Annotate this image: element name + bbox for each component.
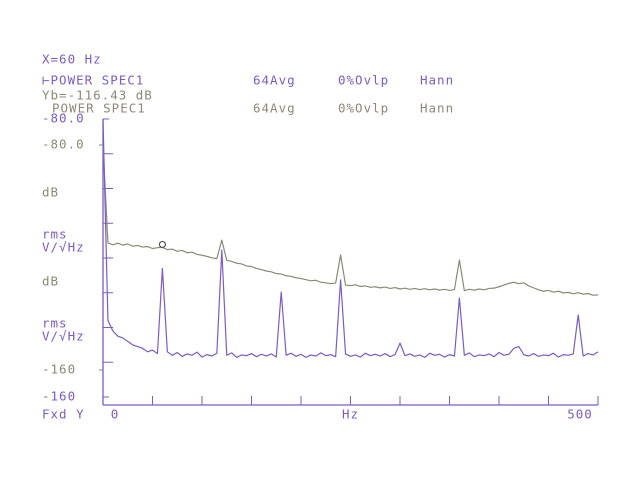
- y-tick-label: -160: [42, 389, 76, 404]
- trace-title: ⊢POWER SPEC1: [42, 73, 144, 88]
- averages: 64Avg: [253, 73, 296, 88]
- y-label: V/√Hz: [42, 329, 85, 344]
- x-tick-label: 0: [111, 407, 120, 422]
- overlap: 0%Ovlp: [338, 101, 389, 116]
- cursor-marker: [158, 240, 166, 249]
- trace: [102, 118, 599, 358]
- y2-label: dB: [42, 274, 59, 289]
- readout: Yb=-116.43 dB: [42, 88, 153, 103]
- y-label: V/√Hz: [42, 240, 85, 255]
- averages: 64Avg: [253, 101, 296, 116]
- scale-mode: Fxd Y: [42, 407, 85, 422]
- x-tick-label: 500: [567, 407, 593, 422]
- y2-tick-label: -160: [42, 362, 76, 377]
- y-tick-label: -80.0: [42, 111, 85, 126]
- trace-title: POWER SPEC1: [52, 101, 146, 116]
- window: Hann: [420, 73, 454, 88]
- y2-label: dB: [42, 185, 59, 200]
- x-label: Hz: [342, 407, 359, 422]
- window: Hann: [420, 101, 454, 116]
- trace: [102, 144, 599, 296]
- cursor-label: X=60 Hz: [42, 52, 102, 67]
- y2-tick-label: -80.0: [42, 137, 85, 152]
- overlap: 0%Ovlp: [338, 73, 389, 88]
- y-label: rms: [42, 227, 68, 242]
- y-label: rms: [42, 316, 68, 331]
